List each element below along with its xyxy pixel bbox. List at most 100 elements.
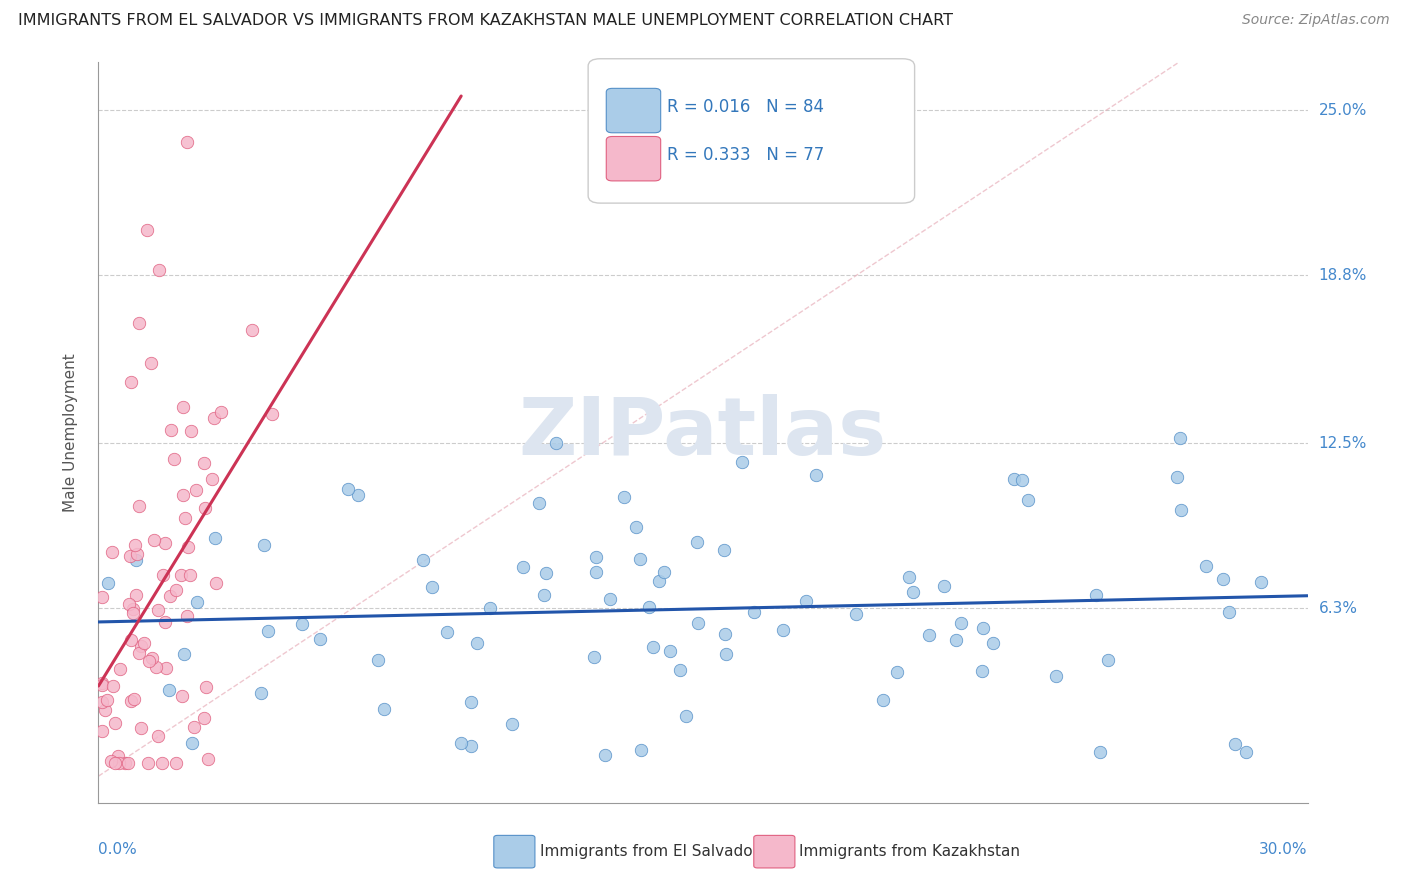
Text: Immigrants from Kazakhstan: Immigrants from Kazakhstan [799,844,1019,859]
Point [478,601,501,615]
Point [96,692,118,706]
Point [125,553,148,567]
Point [1250,574,1272,589]
Point [155,661,177,675]
Point [794,594,817,608]
Point [599,591,621,606]
Point [176,608,198,623]
Point [117,756,139,770]
Point [1170,503,1192,517]
Point [669,663,692,677]
Point [186,595,208,609]
Point [686,534,709,549]
Point [170,568,193,582]
Point [1085,589,1108,603]
Point [202,410,225,425]
Point [1017,493,1039,508]
Point [204,531,226,545]
Point [536,566,558,580]
Point [150,756,173,770]
Point [107,749,129,764]
Text: R = 0.333   N = 77: R = 0.333 N = 77 [666,146,824,164]
Point [949,616,972,631]
Point [124,538,146,552]
Point [120,633,142,648]
Point [142,533,165,548]
Point [120,549,142,564]
Point [593,747,616,762]
Point [713,627,735,641]
Point [91,590,114,604]
Point [624,520,647,534]
Point [742,606,765,620]
Point [804,468,827,483]
Point [460,695,482,709]
Point [628,551,651,566]
Point [257,624,280,638]
Point [201,472,224,486]
Text: Source: ZipAtlas.com: Source: ZipAtlas.com [1241,13,1389,28]
Point [165,583,187,598]
Point [1234,745,1257,759]
Point [100,755,122,769]
Point [1002,472,1025,486]
Point [101,679,124,693]
Point [1218,606,1240,620]
Text: 6.3%: 6.3% [1319,601,1358,615]
Point [197,752,219,766]
Point [180,424,202,438]
Point [546,436,568,450]
Point [135,223,157,237]
Point [659,644,682,658]
Point [970,664,993,678]
Point [91,678,114,692]
Point [585,549,607,564]
Point [209,405,232,419]
Point [122,606,145,620]
Point [1168,431,1191,445]
Y-axis label: Male Unemployment: Male Unemployment [63,353,77,512]
Point [180,736,202,750]
Point [125,588,148,602]
Point [160,423,183,437]
Point [183,720,205,734]
Point [141,651,163,665]
Point [1045,669,1067,683]
Point [1195,558,1218,573]
Point [204,575,226,590]
Point [981,635,1004,649]
FancyBboxPatch shape [588,59,915,203]
Point [170,690,193,704]
Point [194,680,217,694]
Point [194,500,217,515]
Point [772,623,794,637]
Point [118,597,141,611]
Point [101,545,124,559]
Point [122,601,145,615]
Text: IMMIGRANTS FROM EL SALVADOR VS IMMIGRANTS FROM KAZAKHSTAN MALE UNEMPLOYMENT CORR: IMMIGRANTS FROM EL SALVADOR VS IMMIGRANT… [18,13,953,29]
Point [731,455,754,469]
Point [1166,469,1188,483]
Point [637,599,659,614]
Point [172,488,194,502]
Point [138,655,160,669]
Point [193,710,215,724]
Point [1097,653,1119,667]
Point [91,695,114,709]
Point [972,621,994,635]
Point [136,756,159,770]
Point [630,742,652,756]
Text: ZIPatlas: ZIPatlas [519,393,887,472]
Point [108,662,131,676]
Point [460,739,482,753]
Point [897,570,920,584]
Point [127,547,149,561]
Text: 12.5%: 12.5% [1319,436,1367,450]
Point [1090,745,1112,759]
Point [713,543,735,558]
Point [533,588,555,602]
Point [613,490,636,504]
Point [176,136,198,150]
Point [91,676,114,690]
Point [1212,572,1234,586]
